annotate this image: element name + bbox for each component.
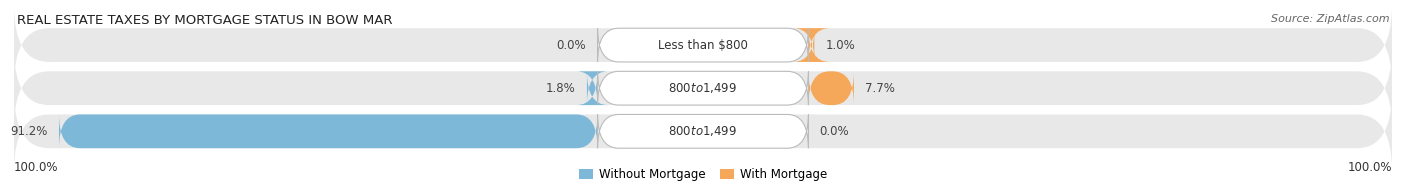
FancyBboxPatch shape xyxy=(598,28,808,62)
Text: $800 to $1,499: $800 to $1,499 xyxy=(668,124,738,138)
Legend: Without Mortgage, With Mortgage: Without Mortgage, With Mortgage xyxy=(574,163,832,186)
Text: 91.2%: 91.2% xyxy=(10,125,48,138)
Text: Less than $800: Less than $800 xyxy=(658,39,748,52)
FancyBboxPatch shape xyxy=(576,71,607,105)
FancyBboxPatch shape xyxy=(598,114,808,148)
FancyBboxPatch shape xyxy=(598,71,808,105)
Text: 7.7%: 7.7% xyxy=(865,82,896,95)
FancyBboxPatch shape xyxy=(59,114,598,148)
FancyBboxPatch shape xyxy=(793,28,830,62)
FancyBboxPatch shape xyxy=(808,71,853,105)
FancyBboxPatch shape xyxy=(14,49,1392,128)
Text: Source: ZipAtlas.com: Source: ZipAtlas.com xyxy=(1271,14,1389,24)
Text: $800 to $1,499: $800 to $1,499 xyxy=(668,81,738,95)
FancyBboxPatch shape xyxy=(14,6,1392,84)
Text: REAL ESTATE TAXES BY MORTGAGE STATUS IN BOW MAR: REAL ESTATE TAXES BY MORTGAGE STATUS IN … xyxy=(17,14,392,27)
FancyBboxPatch shape xyxy=(14,92,1392,171)
Text: 1.8%: 1.8% xyxy=(546,82,575,95)
Text: 0.0%: 0.0% xyxy=(557,39,586,52)
Text: 1.0%: 1.0% xyxy=(825,39,855,52)
Text: 0.0%: 0.0% xyxy=(820,125,849,138)
Text: 100.0%: 100.0% xyxy=(14,162,59,174)
Text: 100.0%: 100.0% xyxy=(1347,162,1392,174)
